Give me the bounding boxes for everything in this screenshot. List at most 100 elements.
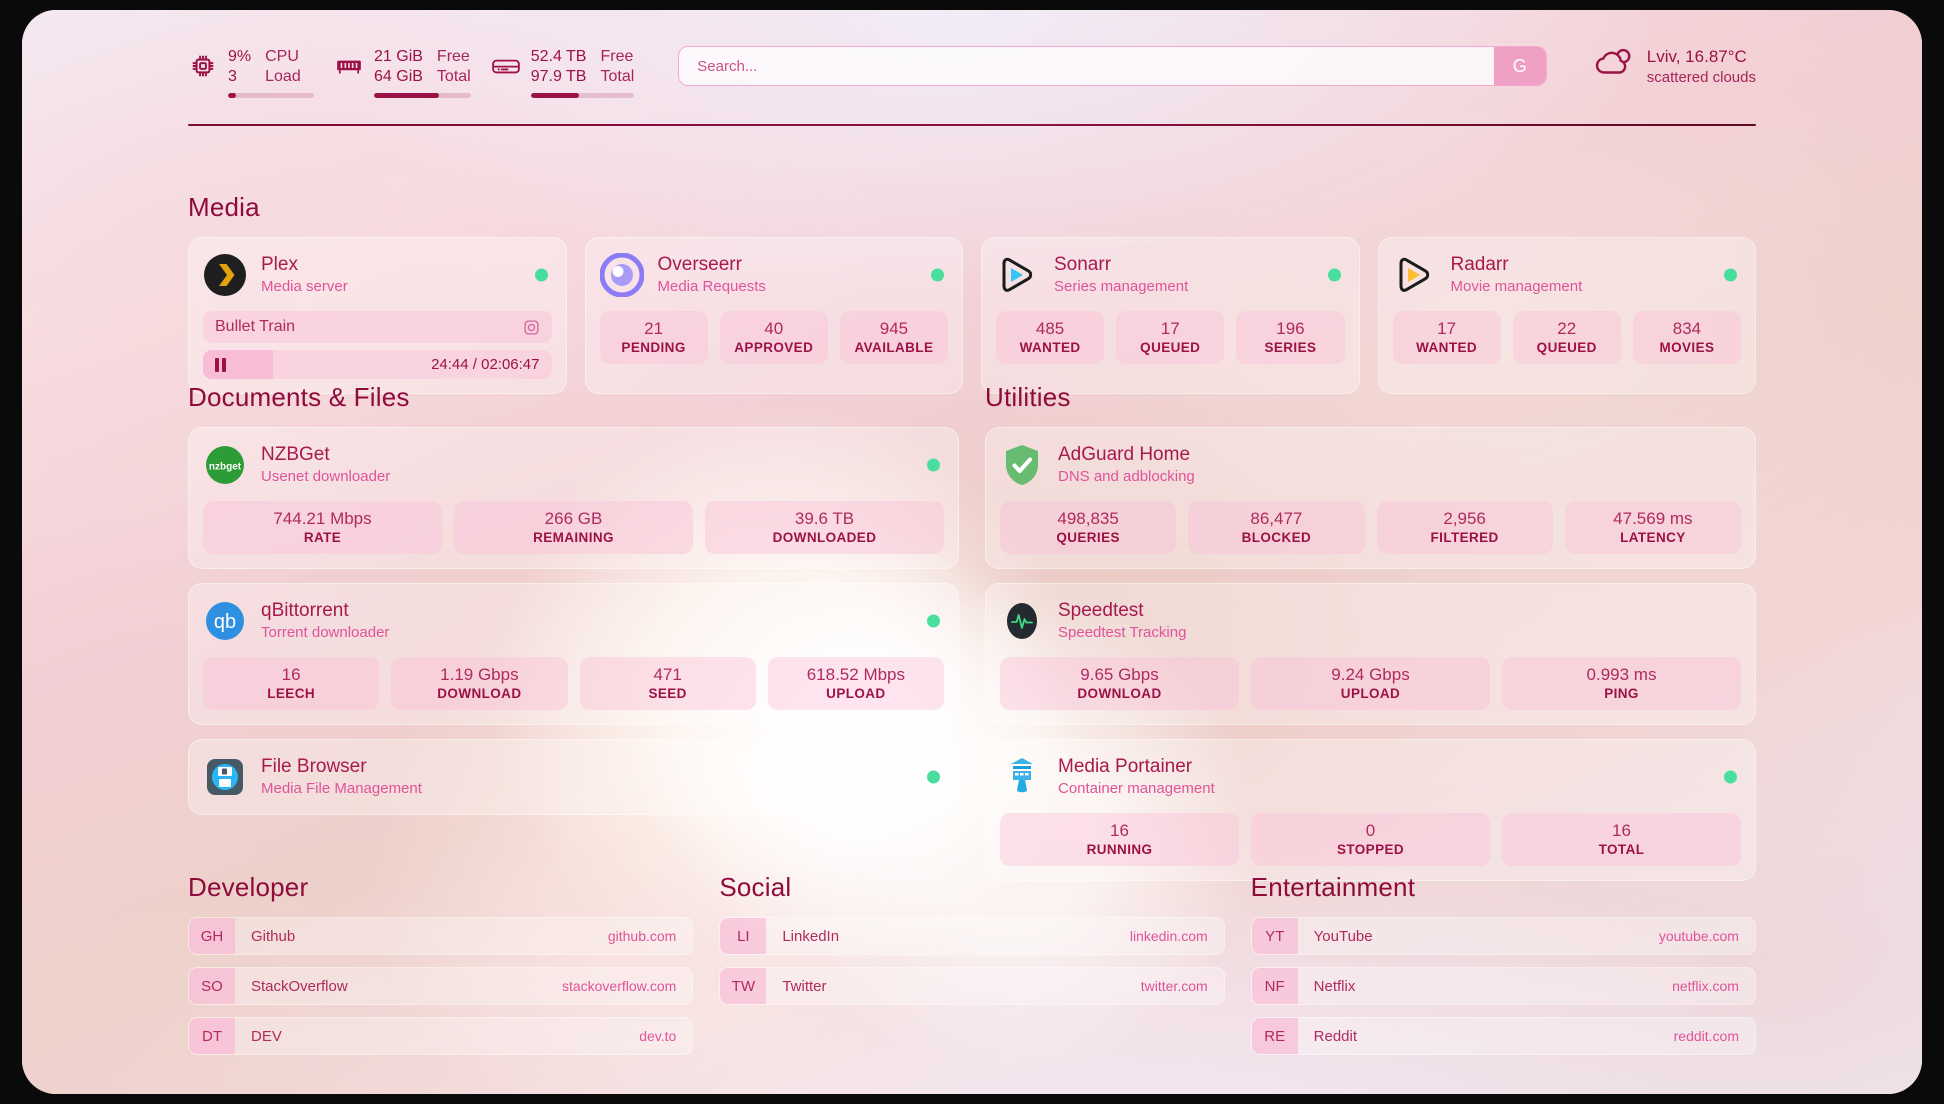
- app-card-nzbget[interactable]: nzbget NZBGet Usenet downloader 744.21 Mbps…: [188, 427, 959, 569]
- resource-meters: 9% 3 CPU Load: [188, 47, 635, 98]
- bookmark-url: reddit.com: [1673, 1028, 1739, 1044]
- sonarr-logo: [996, 253, 1040, 297]
- now-playing-bar[interactable]: Bullet Train: [203, 311, 552, 343]
- meter-cpu[interactable]: 9% 3 CPU Load: [188, 47, 314, 98]
- app-card-titles: Sonarr Series management: [1054, 254, 1188, 296]
- app-card-media-portainer[interactable]: Media Portainer Container management 16 RUN…: [985, 739, 1756, 881]
- overseerr-logo: [599, 253, 644, 297]
- stat-value: 16: [1110, 821, 1129, 840]
- meter-memory[interactable]: 21 GiB 64 GiB Free Total: [334, 47, 471, 98]
- stat-series: 196 SERIES: [1236, 311, 1345, 364]
- app-card-title: Overseerr: [657, 254, 742, 275]
- dashboard-window: 9% 3 CPU Load: [22, 10, 1922, 1094]
- stat-value: 2,956: [1443, 509, 1486, 528]
- bookmark-badge: RE: [1251, 1018, 1298, 1054]
- now-playing-controls[interactable]: 24:44 / 02:06:47: [203, 350, 552, 379]
- search-box[interactable]: G: [678, 46, 1547, 86]
- stat-label: AVAILABLE: [854, 340, 934, 355]
- meter-storage-label-top: Free: [600, 47, 634, 65]
- app-card-speedtest[interactable]: Speedtest Speedtest Tracking 9.65 Gbps DOWN…: [985, 583, 1756, 725]
- stat-download: 9.65 Gbps DOWNLOAD: [1000, 657, 1239, 710]
- bookmark-url: youtube.com: [1658, 928, 1739, 944]
- app-card-plex[interactable]: Plex Media server Bullet Train 24:44 / 02:0…: [188, 237, 567, 394]
- app-card-subtitle: DNS and adblocking: [1058, 468, 1195, 485]
- now-playing-title: Bullet Train: [215, 318, 296, 335]
- stat-label: DOWNLOAD: [1077, 686, 1162, 701]
- bookmark-item-dev[interactable]: DT DEV dev.to: [188, 1017, 694, 1055]
- stat-wanted: 17 WANTED: [1392, 311, 1501, 364]
- bookmark-list: GH Github github.com SO StackOverflow stackov…: [188, 917, 694, 1055]
- app-card-title: Sonarr: [1054, 254, 1112, 275]
- meter-storage[interactable]: 52.4 TB 97.9 TB Free Total: [491, 47, 635, 98]
- bookmark-item-youtube[interactable]: YT YouTube youtube.com: [1250, 917, 1756, 955]
- stat-value: 39.6 TB: [794, 509, 855, 528]
- app-card-title: Media Portainer: [1058, 756, 1193, 777]
- bookmark-item-twitter[interactable]: TW Twitter twitter.com: [719, 967, 1225, 1005]
- stat-queued: 22 QUEUED: [1512, 311, 1621, 364]
- app-card-adguard-home[interactable]: AdGuard Home DNS and adblocking 498,835 QUE…: [985, 427, 1756, 569]
- stat-value: 40: [764, 319, 784, 338]
- app-card-titles: File Browser Media File Management: [261, 756, 422, 798]
- meter-memory-progress: [374, 92, 471, 98]
- bookmark-name: LinkedIn: [782, 927, 840, 945]
- bookmark-item-linkedin[interactable]: LI LinkedIn linkedin.com: [719, 917, 1225, 955]
- weather-widget[interactable]: Lviv, 16.87°C scattered clouds: [1591, 45, 1756, 87]
- app-card-radarr[interactable]: Radarr Movie management 17 WANTED 22 QUEUED 83…: [1377, 237, 1756, 394]
- qbittorrent-logo: qb: [203, 599, 247, 643]
- app-card-header: Sonarr Series management: [996, 252, 1345, 298]
- bookmark-item-stackoverflow[interactable]: SO StackOverflow stackoverflow.com: [188, 967, 694, 1005]
- app-card-stats: 17 WANTED 22 QUEUED 834 MOVIES: [1392, 311, 1742, 364]
- documents-section-title: Documents & Files: [188, 382, 410, 412]
- stat-value: 498,835: [1057, 509, 1119, 528]
- app-card-title: Speedtest: [1058, 600, 1144, 621]
- search-input[interactable]: [679, 47, 1494, 85]
- stat-value: 485: [1035, 319, 1065, 338]
- nzbget-logo: nzbget: [203, 443, 247, 487]
- stat-value: 834: [1672, 319, 1702, 338]
- now-playing-progress[interactable]: [203, 350, 273, 379]
- plex-logo: [203, 253, 247, 297]
- app-card-subtitle: Container management: [1058, 780, 1215, 797]
- documents-card-stack: nzbget NZBGet Usenet downloader 744.21 Mbps…: [188, 427, 959, 815]
- status-badge-online: [1327, 268, 1341, 282]
- portainer-logo: [1000, 755, 1044, 799]
- app-card-titles: Plex Media server: [261, 254, 348, 296]
- stat-total: 16 TOTAL: [1502, 813, 1741, 866]
- bookmark-group-title: Developer: [188, 872, 309, 902]
- stat-leech: 16 LEECH: [203, 657, 380, 710]
- cast-icon[interactable]: [523, 319, 540, 336]
- stat-label: SEED: [648, 686, 687, 701]
- bookmark-item-github[interactable]: GH Github github.com: [188, 917, 694, 955]
- app-card-title: qBittorrent: [261, 600, 349, 621]
- bookmark-item-netflix[interactable]: NF Netflix netflix.com: [1250, 967, 1756, 1005]
- app-card-qbittorrent[interactable]: qb qBittorrent Torrent downloader 16 LEECH 1.…: [188, 583, 959, 725]
- bookmark-group-entertainment: Entertainment YT YouTube youtube.com NF Netfl…: [1250, 872, 1756, 1055]
- bookmark-badge: LI: [720, 918, 767, 954]
- stat-label: DOWNLOAD: [437, 686, 522, 701]
- status-badge-online: [534, 268, 548, 282]
- meter-memory-label-bottom: Total: [436, 67, 471, 85]
- stat-seed: 471 SEED: [579, 657, 756, 710]
- search-engine-button[interactable]: G: [1493, 47, 1546, 85]
- meter-storage-sub: 97.9 TB: [530, 67, 587, 85]
- pause-icon[interactable]: [215, 357, 226, 372]
- app-card-file-browser[interactable]: File Browser Media File Management: [188, 739, 959, 815]
- header-bar: 9% 3 CPU Load: [22, 10, 1922, 128]
- app-card-titles: NZBGet Usenet downloader: [261, 444, 390, 486]
- bookmark-item-reddit[interactable]: RE Reddit reddit.com: [1250, 1017, 1756, 1055]
- meter-memory-label-top: Free: [436, 47, 470, 65]
- stat-value: 22: [1557, 319, 1577, 338]
- bookmark-list: YT YouTube youtube.com NF Netflix netflix.com…: [1250, 917, 1756, 1055]
- stat-downloaded: 39.6 TB DOWNLOADED: [705, 501, 944, 554]
- media-card-grid: Plex Media server Bullet Train 24:44 / 02:0…: [188, 237, 1756, 394]
- stat-value: 17: [1437, 319, 1457, 338]
- app-card-sonarr[interactable]: Sonarr Series management 485 WANTED 17 QUEUED…: [981, 237, 1360, 394]
- stat-value: 1.19 Gbps: [440, 665, 519, 684]
- stat-queued: 17 QUEUED: [1116, 311, 1225, 364]
- stat-value: 9.24 Gbps: [1331, 665, 1410, 684]
- bookmark-group-social: Social LI LinkedIn linkedin.com TW Twitter twi…: [719, 872, 1225, 1055]
- app-card-stats: 21 PENDING 40 APPROVED 945 AVAILABLE: [599, 311, 949, 364]
- utilities-card-stack: AdGuard Home DNS and adblocking 498,835 QUE…: [985, 427, 1756, 881]
- bookmark-name: Netflix: [1313, 977, 1356, 995]
- app-card-overseerr[interactable]: Overseerr Media Requests 21 PENDING 40 APPROV…: [584, 237, 963, 394]
